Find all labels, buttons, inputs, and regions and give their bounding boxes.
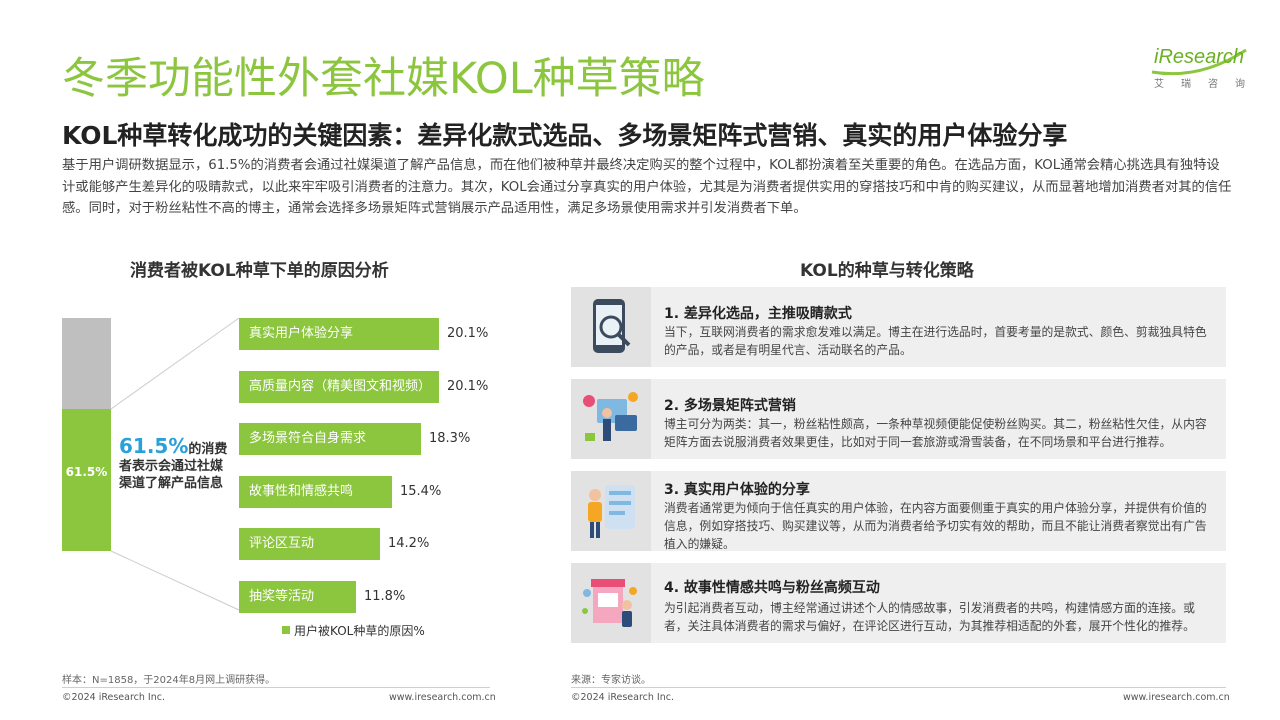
left-footer-divider bbox=[62, 687, 490, 688]
card-3-title: 3. 真实用户体验的分享 bbox=[664, 482, 810, 498]
bar-2: 多场景符合自身需求 18.3% bbox=[239, 423, 470, 455]
intro-paragraph: 基于用户调研数据显示，61.5%的消费者会通过社媒渠道了解产品信息，而在他们被种… bbox=[62, 158, 1232, 216]
bar-label: 高质量内容（精美图文和视频） bbox=[249, 379, 432, 394]
bar-label: 抽奖等活动 bbox=[249, 589, 315, 604]
strategy-card-2: 2. 多场景矩阵式营销 博主可分为两类：其一，粉丝粘性颇高，一条种草视频便能促使… bbox=[571, 379, 1226, 459]
stack-bar-rest bbox=[62, 318, 111, 409]
social-shop-icon bbox=[571, 563, 651, 643]
page-title: 冬季功能性外套社媒KOL种草策略 bbox=[62, 54, 705, 104]
bar-4: 评论区互动 14.2% bbox=[239, 528, 429, 560]
logo-cn-text: 艾瑞咨询 bbox=[1154, 79, 1262, 90]
right-url: www.iresearch.com.cn bbox=[1123, 692, 1230, 703]
bar-1: 高质量内容（精美图文和视频） 20.1% bbox=[239, 371, 488, 403]
page-subtitle: KOL种草转化成功的关键因素：差异化款式选品、多场景矩阵式营销、真实的用户体验分… bbox=[62, 121, 1068, 150]
iresearch-logo: iResearch 艾瑞咨询 bbox=[1150, 44, 1250, 94]
bar-value-label: 18.3% bbox=[429, 431, 471, 446]
bar-label: 真实用户体验分享 bbox=[249, 326, 354, 341]
bar-0: 真实用户体验分享 20.1% bbox=[239, 318, 488, 350]
card-2-title: 2. 多场景矩阵式营销 bbox=[664, 398, 796, 414]
bar-value-label: 11.8% bbox=[364, 589, 406, 604]
bar-value-label: 20.1% bbox=[447, 326, 489, 341]
logo-swoosh-icon bbox=[1151, 48, 1247, 76]
strategy-card-3: 3. 真实用户体验的分享 消费者通常更为倾向于信任真实的用户体验，在内容方面要侧… bbox=[571, 471, 1226, 551]
legend-swatch bbox=[282, 626, 290, 634]
logo-text: iResearch bbox=[1154, 46, 1245, 68]
bar-label: 多场景符合自身需求 bbox=[249, 431, 367, 446]
bar-3: 故事性和情感共鸣 15.4% bbox=[239, 476, 441, 508]
bar-value-label: 14.2% bbox=[388, 536, 430, 551]
card-1-title: 1. 差异化选品，主推吸睛款式 bbox=[664, 306, 852, 322]
right-section-title: KOL的种草与转化策略 bbox=[800, 261, 974, 281]
user-review-icon bbox=[571, 471, 651, 551]
bar-label: 故事性和情感共鸣 bbox=[249, 484, 354, 499]
strategy-card-1: 1. 差异化选品，主推吸睛款式 当下，互联网消费者的需求愈发难以满足。博主在进行… bbox=[571, 287, 1226, 367]
bar-label: 评论区互动 bbox=[249, 536, 315, 551]
legend-label: 用户被KOL种草的原因% bbox=[294, 624, 425, 638]
right-footnote: 来源：专家访谈。 bbox=[571, 675, 651, 686]
multi-platform-icon bbox=[571, 379, 651, 459]
phone-search-icon bbox=[571, 287, 651, 367]
strategy-card-4: 4. 故事性情感共鸣与粉丝高频互动 为引起消费者互动，博主经常通过讲述个人的情感… bbox=[571, 563, 1226, 643]
card-4-title: 4. 故事性情感共鸣与粉丝高频互动 bbox=[664, 580, 880, 596]
card-2-text: 博主可分为两类：其一，粉丝粘性颇高，一条种草视频便能促使粉丝购买。其二，粉丝粘性… bbox=[664, 417, 1207, 449]
stack-bar-share bbox=[62, 409, 111, 551]
callout-percent: 61.5% bbox=[119, 434, 189, 458]
bar-value-label: 15.4% bbox=[400, 484, 442, 499]
left-section-title: 消费者被KOL种草下单的原因分析 bbox=[130, 261, 389, 281]
chart-legend: 用户被KOL种草的原因% bbox=[282, 622, 425, 639]
bar-5: 抽奖等活动 11.8% bbox=[239, 581, 405, 613]
share-callout: 61.5%的消费者表示会通过社媒渠道了解产品信息 bbox=[119, 436, 234, 492]
left-copyright: ©2024 iResearch Inc. bbox=[62, 692, 165, 703]
card-1-text: 当下，互联网消费者的需求愈发难以满足。博主在进行选品时，首要考量的是款式、颜色、… bbox=[664, 325, 1207, 357]
right-copyright: ©2024 iResearch Inc. bbox=[571, 692, 674, 703]
card-4-text: 为引起消费者互动，博主经常通过讲述个人的情感故事，引发消费者的共鸣，构建情感方面… bbox=[664, 601, 1195, 633]
right-footer-divider bbox=[571, 687, 1226, 688]
callout-text: 的消费者表示会通过社媒渠道了解产品信息 bbox=[119, 442, 228, 491]
card-3-text: 消费者通常更为倾向于信任真实的用户体验，在内容方面要侧重于真实的用户体验分享，并… bbox=[664, 501, 1207, 551]
stack-bar-label: 61.5% bbox=[65, 465, 108, 479]
left-url: www.iresearch.com.cn bbox=[389, 692, 496, 703]
left-footnote: 样本：N=1858，于2024年8月网上调研获得。 bbox=[62, 675, 276, 686]
bar-value-label: 20.1% bbox=[447, 379, 489, 394]
